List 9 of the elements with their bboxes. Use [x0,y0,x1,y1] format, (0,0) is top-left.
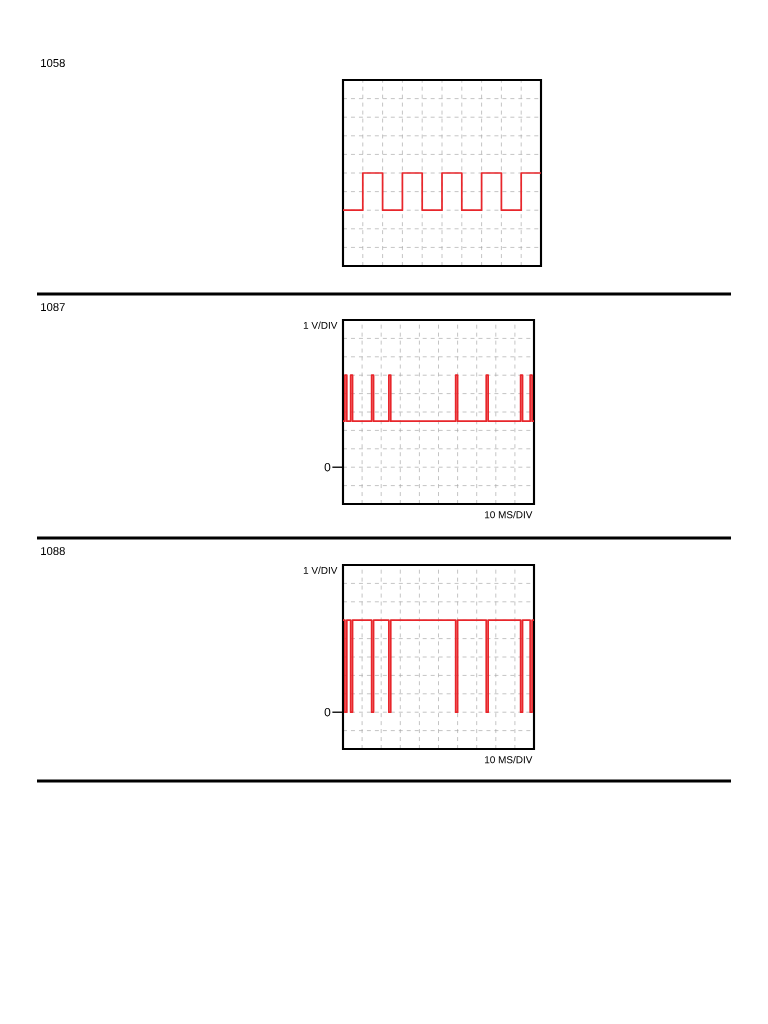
text: 0 [324,707,331,717]
text: 0 [324,462,331,472]
text: 1088 [41,547,65,555]
text: 10 MS/DIV [484,510,533,519]
text: 1058 [41,59,65,67]
text: 1 V/DIV [303,321,338,329]
text: 1 V/DIV [303,566,338,574]
text: 1087 [41,303,65,311]
text: 10 MS/DIV [484,755,533,764]
